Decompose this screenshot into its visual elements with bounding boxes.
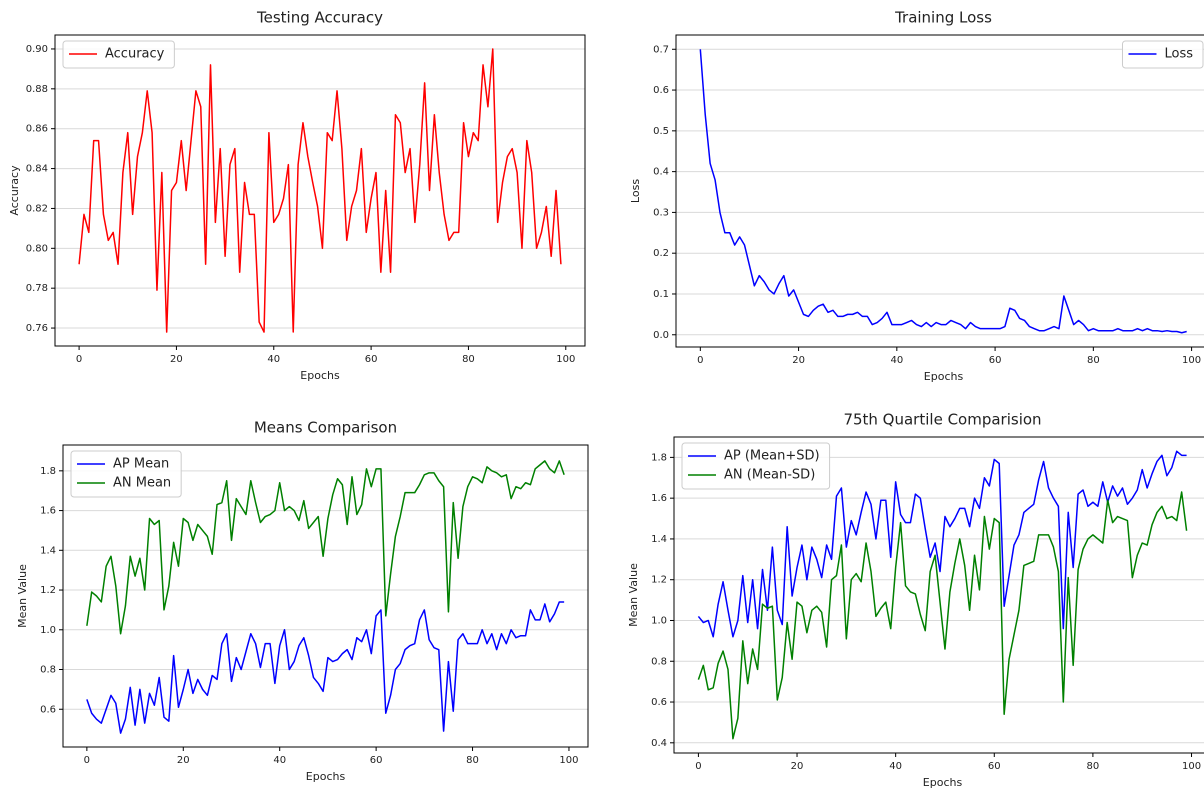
y-tick-label: 0.78 (26, 283, 48, 294)
x-tick-label: 0 (76, 354, 82, 365)
x-tick-label: 100 (1182, 355, 1201, 366)
y-tick-label: 1.8 (40, 466, 56, 477)
legend: AP (Mean+SD) AN (Mean-SD) (681, 442, 831, 490)
y-tick-label: 0.76 (26, 323, 48, 334)
y-tick-label: 1.6 (40, 506, 56, 517)
legend: AP Mean AN Mean (70, 450, 182, 498)
legend: Loss (1121, 40, 1204, 69)
x-tick-label: 0 (84, 755, 90, 766)
subplot: Testing Accuracy 0.76 0.78 0.80 0.82 0.84 0.86… (8, 9, 586, 382)
x-tick-label: 20 (791, 761, 804, 772)
x-axis-label: Epochs (306, 770, 346, 783)
legend-label: AN Mean (113, 476, 171, 491)
y-tick-label: 1.0 (651, 615, 667, 626)
y-tick-label: 1.8 (651, 452, 667, 463)
y-tick-label: 0.4 (651, 738, 667, 749)
plot-frame (673, 436, 1204, 754)
x-tick-label: 0 (695, 761, 701, 772)
y-tick-label: 1.2 (40, 585, 56, 596)
subplot: 75th Quartile Comparision 0.4 0.6 0.8 1.0 1.2… (627, 411, 1204, 788)
x-tick-label: 80 (1087, 761, 1100, 772)
y-tick-label: 0.6 (653, 85, 669, 96)
x-axis-label: Epochs (923, 776, 963, 788)
y-tick-label: 0.1 (653, 289, 669, 300)
x-tick-label: 80 (462, 354, 475, 365)
legend-box (62, 40, 175, 69)
plot-frame (62, 444, 589, 748)
x-tick-label: 40 (273, 755, 286, 766)
x-tick-label: 100 (559, 755, 578, 766)
y-tick-label: 1.0 (40, 625, 56, 636)
y-tick-label: 0.6 (40, 704, 56, 715)
legend-label: AN (Mean-SD) (724, 468, 815, 483)
y-tick-label: 0.82 (26, 203, 48, 214)
y-tick-label: 0.88 (26, 84, 48, 95)
y-tick-label: 0.80 (26, 243, 48, 254)
plot-frame (675, 34, 1204, 348)
x-tick-label: 60 (988, 761, 1001, 772)
y-tick-label: 0.90 (26, 44, 48, 55)
y-tick-label: 1.6 (651, 493, 667, 504)
series-line (697, 491, 1188, 740)
x-tick-label: 100 (1182, 761, 1201, 772)
legend-box (70, 450, 182, 498)
x-tick-label: 20 (792, 355, 805, 366)
x-tick-label: 40 (890, 355, 903, 366)
y-tick-label: 1.4 (40, 545, 56, 556)
plot-frame (54, 34, 586, 347)
x-tick-label: 20 (170, 354, 183, 365)
y-tick-label: 1.4 (651, 534, 667, 545)
series-line (86, 601, 565, 734)
y-tick-label: 0.2 (653, 248, 669, 259)
y-axis-label: Accuracy (8, 165, 21, 216)
legend: Accuracy (62, 40, 175, 69)
series-line (699, 49, 1187, 334)
y-tick-label: 0.84 (26, 164, 48, 175)
y-tick-label: 0.8 (651, 656, 667, 667)
x-tick-label: 60 (365, 354, 378, 365)
x-tick-label: 40 (889, 761, 902, 772)
series-line (697, 450, 1187, 638)
y-tick-label: 0.0 (653, 330, 669, 341)
x-tick-label: 60 (989, 355, 1002, 366)
y-tick-label: 0.86 (26, 124, 48, 135)
y-tick-label: 0.8 (40, 665, 56, 676)
x-tick-label: 0 (697, 355, 703, 366)
y-axis-label: Mean Value (627, 563, 640, 627)
chart-title: Training Loss (894, 9, 992, 27)
x-tick-label: 80 (466, 755, 479, 766)
x-axis-label: Epochs (300, 369, 340, 382)
subplot: Means Comparison 0.6 0.8 1.0 1.2 1.4 1.6 1.8 0 20… (16, 419, 589, 783)
legend-box (681, 442, 831, 490)
chart-title: Means Comparison (254, 419, 397, 437)
y-tick-label: 0.5 (653, 126, 669, 137)
y-tick-label: 0.3 (653, 207, 669, 218)
x-tick-label: 60 (370, 755, 383, 766)
legend-label: Accuracy (105, 47, 165, 62)
x-tick-label: 40 (267, 354, 280, 365)
x-tick-label: 100 (556, 354, 575, 365)
series-line (78, 48, 562, 333)
x-tick-label: 20 (177, 755, 190, 766)
y-tick-label: 0.4 (653, 167, 669, 178)
legend-label: Loss (1164, 47, 1193, 62)
legend-label: AP Mean (113, 457, 169, 472)
y-axis-label: Loss (629, 179, 642, 203)
y-axis-label: Mean Value (16, 564, 29, 628)
y-tick-label: 0.7 (653, 44, 669, 55)
y-tick-label: 1.2 (651, 575, 667, 586)
chart-title: Testing Accuracy (256, 9, 383, 27)
chart-title: 75th Quartile Comparision (843, 411, 1041, 429)
subplot: Training Loss 0.0 0.1 0.2 0.3 0.4 0.5 0.6 0.7 0 20… (629, 9, 1204, 383)
x-tick-label: 80 (1087, 355, 1100, 366)
series-line (86, 460, 565, 635)
legend-label: AP (Mean+SD) (724, 449, 820, 464)
x-axis-label: Epochs (924, 370, 964, 383)
legend-box (1121, 40, 1204, 69)
y-tick-label: 0.6 (651, 697, 667, 708)
